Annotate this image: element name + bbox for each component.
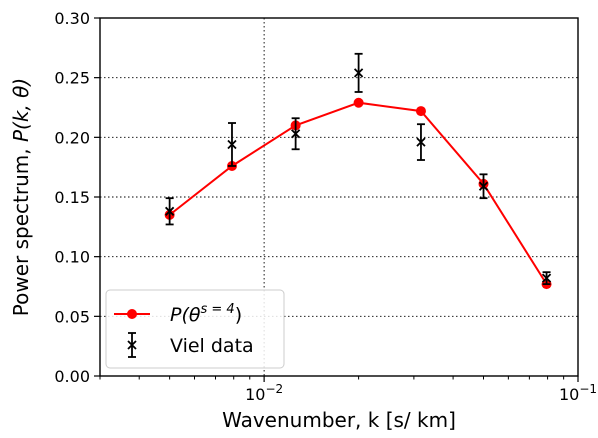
x-marker (290, 129, 301, 139)
legend-data-marker (127, 332, 137, 358)
y-axis-ticks: 0.00 0.05 0.10 0.15 0.20 0.25 0.30 (54, 9, 100, 386)
y-axis-label-math: P(k, θ) (9, 78, 33, 142)
x-marker (541, 273, 552, 283)
viel-data-point (164, 197, 175, 226)
x-marker (353, 68, 364, 78)
y-tick-label: 0.10 (54, 248, 90, 267)
model-point (353, 97, 364, 108)
viel-data-point (353, 52, 364, 93)
x-tick-label: 10−1 (559, 382, 597, 404)
y-axis-label: Power spectrum, P(k, θ) (9, 78, 33, 316)
y-axis-label-text: Power spectrum, (9, 142, 33, 316)
y-tick-label: 0.30 (54, 9, 90, 28)
y-tick-label: 0.05 (54, 307, 90, 326)
x-marker (227, 139, 237, 150)
y-tick-label: 0.25 (54, 69, 90, 88)
model-line (168, 101, 548, 285)
x-marker (416, 137, 426, 147)
x-marker (164, 206, 175, 216)
viel-data-series (164, 52, 552, 286)
legend-box (105, 289, 285, 369)
viel-data-point (290, 117, 301, 151)
model-point (415, 106, 426, 117)
y-tick-label: 0.20 (54, 128, 90, 147)
legend-x-marker (127, 340, 137, 350)
model-series (164, 97, 552, 290)
viel-data-point (416, 123, 426, 161)
viel-data-point (227, 122, 237, 167)
legend-data-label: Viel data (170, 335, 254, 357)
viel-data-point (478, 173, 489, 200)
x-axis-ticks: 10−2 10−1 (99, 376, 597, 404)
legend-entry-viel-data: Viel data (127, 332, 254, 358)
legend-model-marker (127, 309, 137, 319)
viel-data-point (541, 271, 552, 286)
legend: P(θs = 4) Viel data (105, 289, 285, 369)
x-marker (478, 181, 489, 191)
x-tick-label: 10−2 (245, 382, 283, 404)
x-axis-label: Wavenumber, k [s/ km] (222, 408, 456, 432)
y-tick-label: 0.00 (54, 367, 90, 386)
y-tick-label: 0.15 (54, 188, 90, 207)
legend-model-label: P(θs = 4) (170, 302, 242, 326)
legend-entry-model: P(θs = 4) (114, 302, 242, 326)
